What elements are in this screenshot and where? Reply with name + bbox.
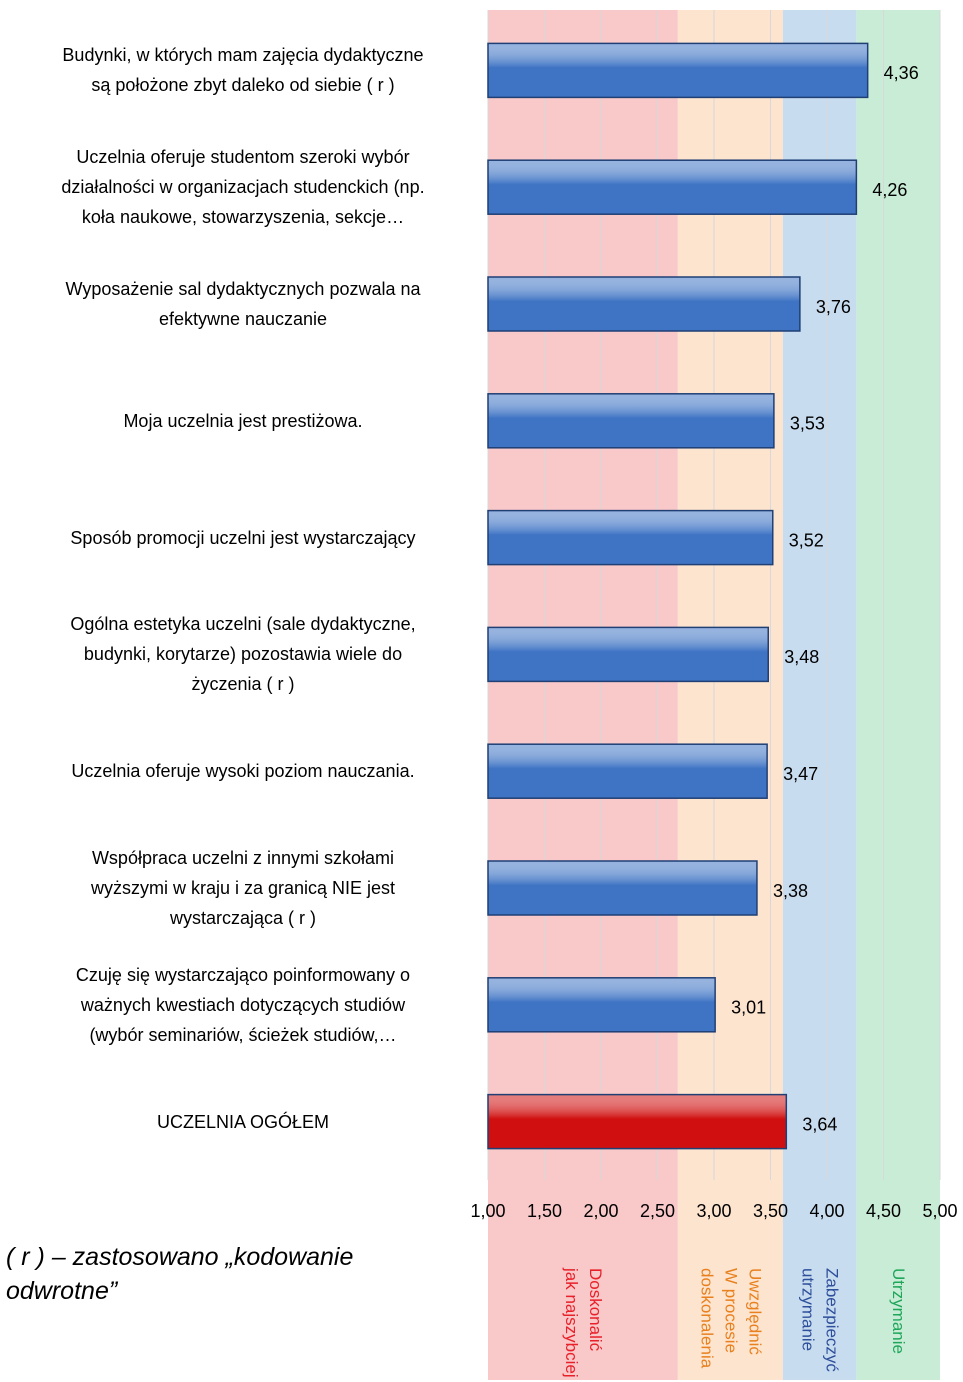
bar — [487, 159, 858, 215]
category-label: UCZELNIA OGÓŁEM — [156, 1111, 330, 1132]
zone-label: Doskonalić jak najszybciej — [561, 1268, 605, 1378]
value-label: 3,47 — [783, 764, 818, 784]
value-label: 3,01 — [731, 998, 766, 1018]
bar — [487, 276, 801, 332]
bar — [487, 743, 768, 799]
zone — [856, 10, 940, 1380]
zone — [488, 10, 678, 1380]
value-label: 4,36 — [884, 63, 919, 83]
value-label: 3,38 — [773, 881, 808, 901]
bar — [487, 626, 769, 683]
footnote: ( r ) – zastosowano „kodowanie odwrotne” — [6, 1243, 354, 1305]
x-tick-label: 1,50 — [527, 1201, 562, 1221]
x-tick-label: 2,50 — [640, 1201, 675, 1221]
value-label: 4,26 — [872, 180, 907, 200]
zone-label: Utrzymanie — [889, 1268, 909, 1354]
x-tick-label: 2,00 — [583, 1201, 618, 1221]
category-label: Uczelnia oferuje studentom szeroki wybór… — [61, 147, 425, 228]
value-label: 3,52 — [789, 530, 824, 550]
value-label: 3,64 — [802, 1114, 837, 1134]
category-label: Współpraca uczelni z innymi szkołami wyż… — [90, 848, 396, 928]
zone-label: Uwzględnić W procesie doskonalenia — [697, 1268, 765, 1369]
x-tick-label: 4,50 — [866, 1201, 901, 1221]
x-tick-label: 5,00 — [922, 1201, 957, 1221]
value-label: 3,76 — [816, 297, 851, 317]
zone — [782, 10, 857, 1380]
bar — [487, 393, 775, 449]
x-tick-label: 4,00 — [809, 1201, 844, 1221]
category-label: Sposób promocji uczelni jest wystarczają… — [70, 527, 416, 548]
bar — [487, 42, 869, 99]
bar — [487, 509, 774, 566]
bar — [487, 860, 758, 916]
category-label: Wyposażenie sal dydaktycznych pozwala na… — [65, 279, 421, 329]
category-label: Moja uczelnia jest prestiżowa. — [123, 410, 363, 431]
category-label: Budynki, w których mam zajęcia dydaktycz… — [62, 45, 424, 96]
value-label: 3,48 — [784, 647, 819, 667]
zone — [677, 10, 783, 1380]
category-label: Czuję się wystarczająco poinformowany o … — [75, 964, 411, 1045]
category-label: Ogólna estetyka uczelni (sale dydaktyczn… — [70, 614, 416, 695]
bar — [487, 977, 716, 1033]
x-tick-label: 1,00 — [470, 1201, 505, 1221]
zone-label: Zabezpieczyć utrzymanie — [798, 1268, 842, 1372]
bar — [487, 1093, 788, 1150]
x-tick-label: 3,00 — [696, 1201, 731, 1221]
category-label: Uczelnia oferuje wysoki poziom nauczania… — [71, 761, 415, 782]
x-tick-label: 3,50 — [753, 1201, 788, 1221]
value-label: 3,53 — [790, 414, 825, 434]
